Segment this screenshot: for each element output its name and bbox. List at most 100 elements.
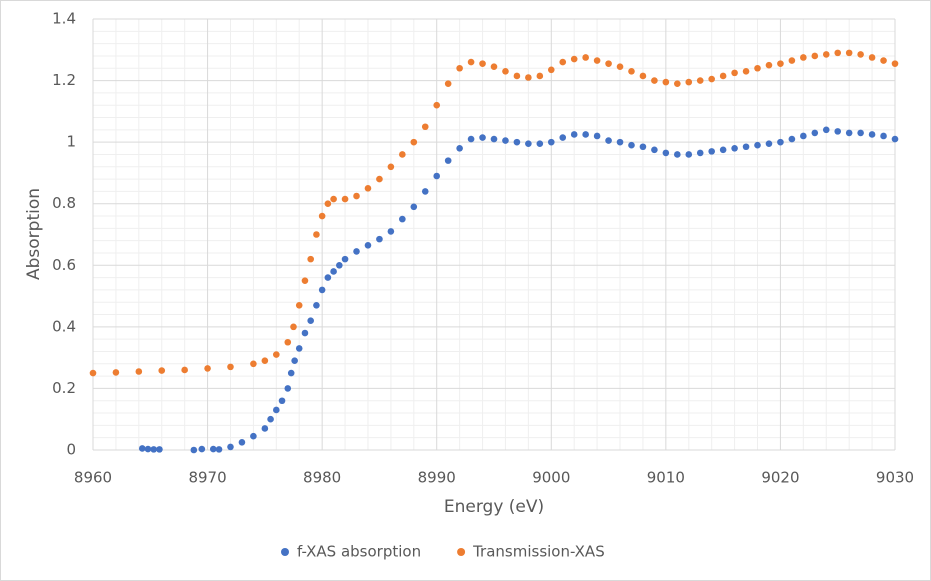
point [410, 138, 418, 146]
x-axis-title: Energy (eV) [444, 497, 544, 517]
point [777, 60, 784, 67]
series [138, 126, 899, 454]
point [708, 148, 715, 155]
point [834, 128, 842, 135]
x-tick-label: 9030 [876, 469, 914, 487]
point [341, 195, 349, 203]
point [204, 365, 211, 372]
point [295, 302, 303, 309]
point [639, 72, 647, 80]
point [490, 63, 498, 71]
point [696, 149, 704, 157]
point [857, 129, 864, 137]
point [313, 302, 320, 309]
point [421, 123, 429, 131]
point [444, 157, 452, 164]
point [456, 145, 463, 152]
point [822, 126, 830, 134]
legend-label: f-XAS absorption [297, 543, 421, 561]
point [284, 338, 292, 346]
point [250, 432, 257, 440]
point [273, 351, 280, 358]
point [467, 135, 475, 143]
point [662, 149, 670, 157]
point [112, 369, 120, 376]
point [880, 57, 887, 64]
point [559, 134, 567, 141]
point [261, 357, 269, 365]
y-tick-label: 0.8 [52, 194, 76, 212]
point [616, 63, 624, 71]
point [845, 129, 853, 137]
point [290, 323, 297, 331]
point [719, 72, 727, 80]
point [868, 131, 876, 138]
point [313, 231, 320, 238]
point [605, 137, 612, 144]
point [287, 369, 295, 377]
point [891, 135, 899, 143]
point [278, 397, 286, 405]
point [685, 78, 693, 86]
point [765, 140, 773, 147]
y-axis-title: Absorption [24, 188, 44, 280]
point [144, 445, 152, 453]
point [742, 68, 750, 75]
point [662, 78, 670, 86]
y-tick-label: 1.4 [52, 10, 76, 28]
grid [92, 18, 896, 451]
x-tick-label: 8970 [188, 469, 226, 487]
point [605, 60, 612, 67]
point [376, 235, 383, 243]
point [444, 80, 452, 87]
point [479, 60, 486, 67]
x-tick-label: 8990 [418, 469, 456, 487]
point [138, 445, 146, 452]
point [318, 286, 326, 294]
point [570, 55, 578, 63]
point [582, 131, 589, 138]
point [696, 77, 704, 84]
point [250, 360, 257, 368]
point [674, 151, 681, 158]
point [301, 329, 309, 337]
point [513, 138, 521, 146]
x-tick-label: 8960 [74, 469, 112, 487]
point [336, 261, 343, 269]
point [433, 172, 441, 180]
point [547, 66, 555, 74]
point [490, 135, 498, 143]
x-tick-label: 8980 [303, 469, 341, 487]
point [267, 415, 274, 423]
point [651, 146, 658, 154]
point [800, 54, 807, 61]
point [158, 367, 166, 374]
point [731, 145, 738, 152]
point [301, 277, 309, 284]
x-tick-label: 9020 [761, 469, 799, 487]
point [181, 366, 188, 374]
point [685, 151, 693, 158]
y-tick-label: 0 [66, 441, 76, 459]
point [238, 439, 246, 446]
legend-marker [281, 548, 289, 556]
legend-label: Transmission-XAS [472, 543, 605, 561]
point [811, 52, 819, 60]
point [536, 72, 544, 80]
point [364, 241, 372, 249]
point [651, 77, 658, 84]
point [559, 58, 567, 66]
point [456, 64, 463, 72]
point [525, 74, 532, 81]
point [324, 274, 332, 281]
point [502, 137, 509, 144]
point [822, 51, 830, 58]
point [421, 188, 429, 195]
point [324, 200, 332, 208]
point [754, 141, 761, 149]
point [834, 49, 842, 57]
legend: f-XAS absorption Transmission-XAS [281, 543, 605, 561]
point [273, 406, 280, 414]
